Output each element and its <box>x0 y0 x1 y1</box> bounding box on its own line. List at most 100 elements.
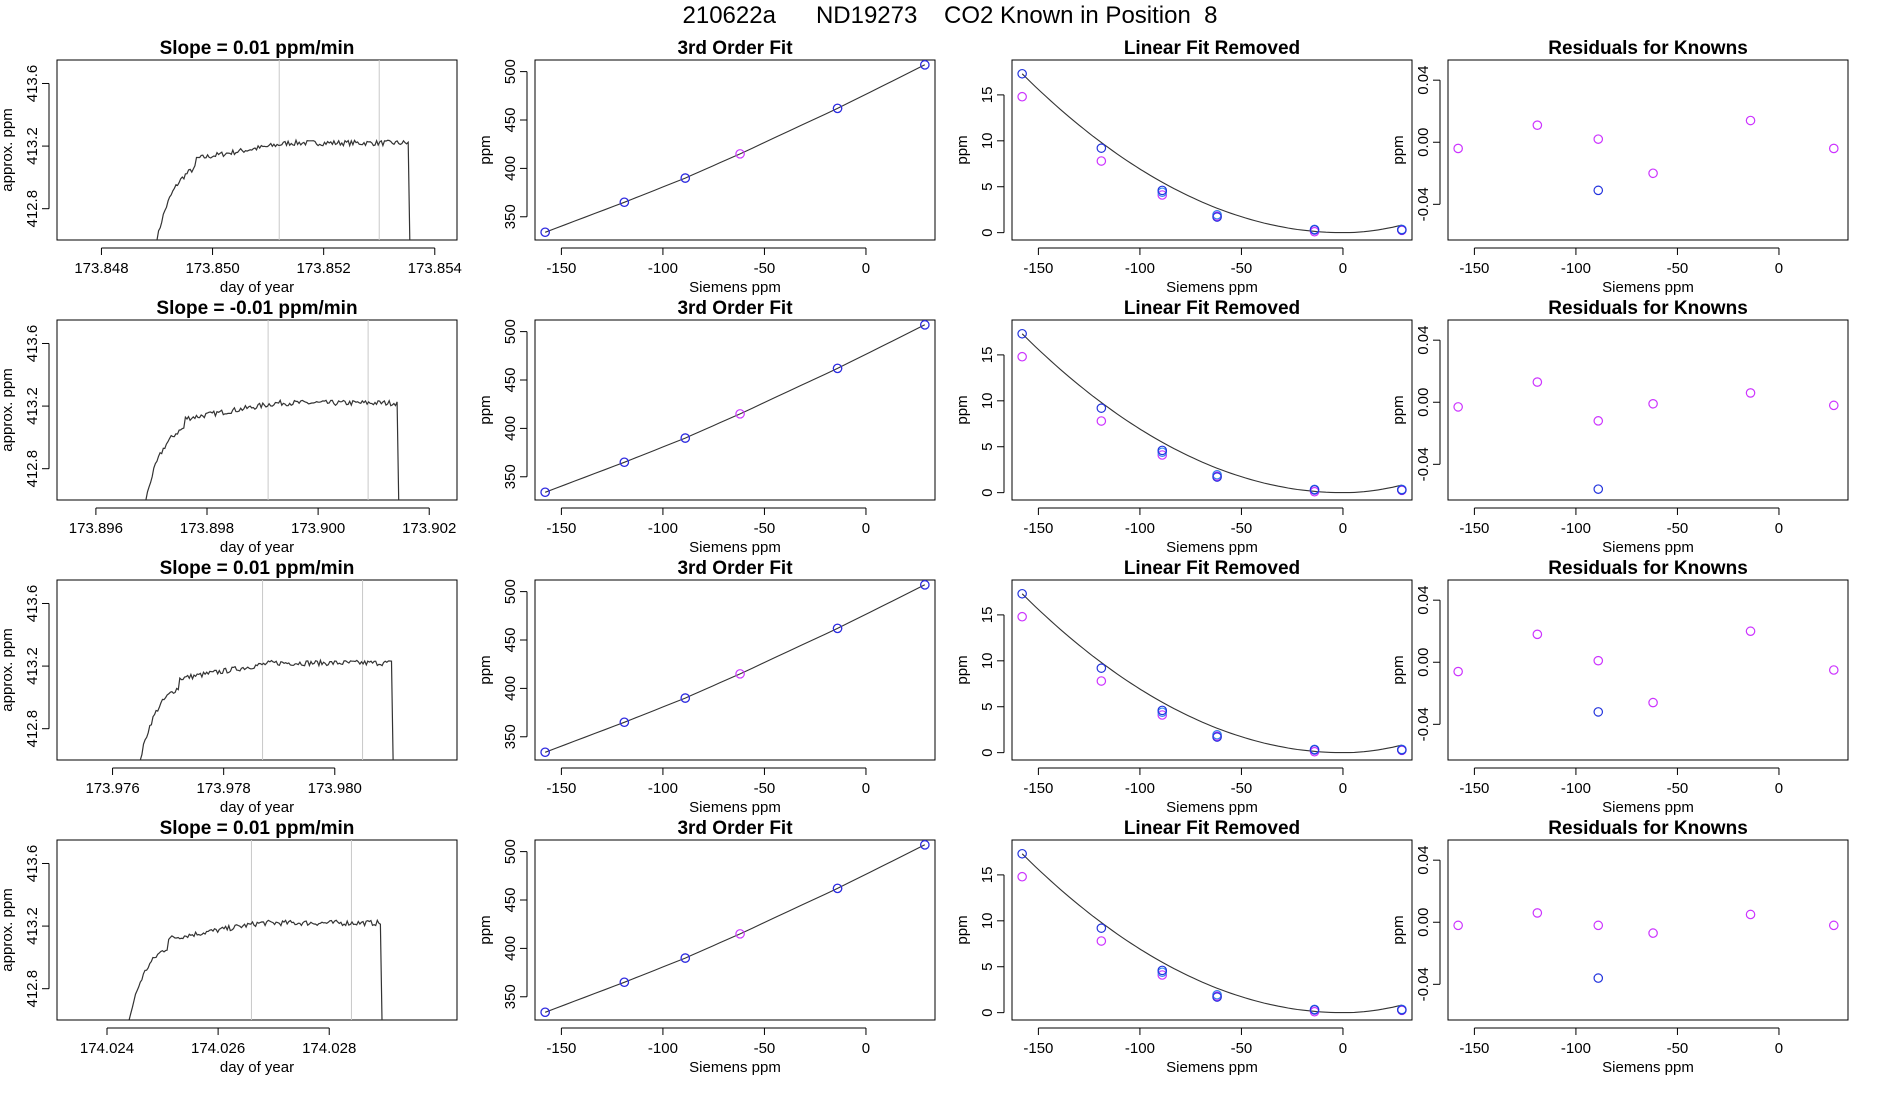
lin-r1-y-tick-label: 5 <box>979 183 996 191</box>
fit-r1-y-tick-label: 400 <box>502 156 519 181</box>
fit-r2-fit-curve <box>545 324 926 493</box>
ts-r4-y-tick-label: 413.6 <box>24 845 41 883</box>
lin-r4-y-tick-label: 0 <box>979 1008 996 1016</box>
res-r4-y-tick-label: 0.04 <box>1415 846 1432 875</box>
res-r4-x-tick-label: 0 <box>1775 1040 1783 1057</box>
fit-r3-y-label: ppm <box>477 655 494 684</box>
fit-r3-y-tick-label: 400 <box>502 676 519 701</box>
fit-r2-y-tick-label: 500 <box>502 319 519 344</box>
res-r1-point-magenta <box>1453 143 1463 154</box>
res-r4-x-tick-label: -150 <box>1459 1040 1489 1057</box>
res-r2-y-label: ppm <box>1390 395 1407 424</box>
res-r4-point-magenta <box>1745 909 1756 920</box>
lin-r1-y-tick-label: 15 <box>979 87 996 104</box>
lin-r2-point-blue <box>1017 328 1027 339</box>
lin-r4-point-blue <box>1017 848 1027 859</box>
res-r1-x-tick-label: -50 <box>1667 260 1689 277</box>
res-r4-y-tick-label: 0.00 <box>1415 908 1432 937</box>
fit-r4-y-tick-label: 450 <box>502 887 519 912</box>
ts-r4-frame <box>56 839 458 1021</box>
res-r3-y-tick-label: 0.00 <box>1415 648 1432 677</box>
lin-r1-y-tick-label: 0 <box>979 228 996 236</box>
fit-r1-x-tick-label: -50 <box>754 260 776 277</box>
res-r1-x-tick-label: 0 <box>1775 260 1783 277</box>
fit-r2-point-blue <box>540 487 550 498</box>
fit-r1-point-blue <box>680 173 691 183</box>
lin-r1-y-tick-label: 10 <box>979 132 996 149</box>
lin-r3-point-blue <box>1096 663 1107 673</box>
res-r1-point-magenta <box>1828 143 1839 154</box>
lin-r3-point-magenta <box>1017 611 1027 622</box>
lin-r2-x-tick-label: -150 <box>1023 520 1053 537</box>
fit-r3-x-tick-label: -50 <box>754 780 776 797</box>
ts-r3-title: Slope = 0.01 ppm/min <box>160 558 355 579</box>
res-r4-frame <box>1447 839 1849 1021</box>
page-title: 210622a ND19273 CO2 Known in Position 8 <box>682 2 1218 29</box>
lin-r1-point-blue <box>1397 225 1407 235</box>
fit-r2-point-blue <box>619 457 630 468</box>
fit-r3-x-tick-label: 0 <box>862 780 870 797</box>
res-r2-point-magenta <box>1648 398 1658 409</box>
lin-r1-x-tick-label: -100 <box>1125 260 1155 277</box>
res-r2-point-magenta <box>1453 402 1463 412</box>
lin-r2-point-magenta <box>1096 416 1107 426</box>
fit-r3-point-blue <box>540 747 550 758</box>
lin-r3-point-blue <box>1309 745 1320 755</box>
lin-r3-y-tick-label: 15 <box>979 607 996 624</box>
lin-r1-point-magenta <box>1017 91 1027 102</box>
fit-r2-x-label: Siemens ppm <box>689 539 781 556</box>
fit-r2-point-magenta <box>735 409 745 419</box>
lin-r4-title: Linear Fit Removed <box>1124 818 1300 839</box>
ts-r3-x-tick-label: 173.978 <box>197 780 251 797</box>
fit-r3-x-label: Siemens ppm <box>689 799 781 816</box>
fit-r2-y-label: ppm <box>477 395 494 424</box>
fit-r2-y-tick-label: 350 <box>502 464 519 489</box>
lin-r4-point-magenta <box>1017 871 1027 882</box>
fit-r2-x-tick-label: -150 <box>546 520 576 537</box>
lin-r4-point-blue <box>1157 965 1168 976</box>
fit-r1-x-tick-label: -100 <box>648 260 678 277</box>
res-r2-x-label: Siemens ppm <box>1602 539 1694 556</box>
ts-r2-x-label: day of year <box>220 539 294 556</box>
fit-r1-fit-curve <box>545 64 926 233</box>
ts-r2-x-tick-label: 173.900 <box>291 520 345 537</box>
fit-r2-title: 3rd Order Fit <box>677 298 793 319</box>
res-r3-x-tick-label: -150 <box>1459 780 1489 797</box>
lin-r3-x-tick-label: -50 <box>1231 780 1253 797</box>
fit-r1-point-magenta <box>735 149 745 159</box>
ts-r3-x-tick-label: 173.980 <box>308 780 362 797</box>
res-r2-title: Residuals for Knowns <box>1548 298 1748 319</box>
fit-r1-y-label: ppm <box>477 135 494 164</box>
lin-r2-y-tick-label: 5 <box>979 443 996 451</box>
ts-r3-trace <box>139 658 394 761</box>
lin-r3-frame <box>1011 579 1413 761</box>
lin-r4-point-blue <box>1096 923 1107 933</box>
fit-r3-y-tick-label: 500 <box>502 579 519 604</box>
ts-r1-y-tick-label: 413.6 <box>24 65 41 103</box>
fit-r1-y-tick-label: 450 <box>502 107 519 132</box>
lin-r3-point-magenta <box>1096 676 1107 686</box>
res-r4-x-tick-label: -100 <box>1561 1040 1591 1057</box>
lin-r2-y-tick-label: 10 <box>979 392 996 409</box>
fit-r4-title: 3rd Order Fit <box>677 818 793 839</box>
fit-r3-title: 3rd Order Fit <box>677 558 793 579</box>
lin-r4-y-tick-label: 15 <box>979 867 996 884</box>
lin-r4-y-tick-label: 10 <box>979 912 996 929</box>
fit-r3-y-tick-label: 450 <box>502 627 519 652</box>
res-r2-y-tick-label: 0.04 <box>1415 326 1432 355</box>
fit-r3-point-blue <box>920 580 930 590</box>
res-r1-x-label: Siemens ppm <box>1602 279 1694 296</box>
res-r3-point-magenta <box>1593 655 1604 666</box>
ts-r1-y-tick-label: 412.8 <box>24 190 41 228</box>
lin-r3-x-label: Siemens ppm <box>1166 799 1258 816</box>
res-r4-point-magenta <box>1453 920 1463 931</box>
ts-r1-frame <box>56 59 458 241</box>
res-r1-x-tick-label: -150 <box>1459 260 1489 277</box>
ts-r3-y-label: approx. ppm <box>0 628 16 711</box>
fit-r1-point-blue <box>540 227 550 238</box>
fit-r4-point-blue <box>619 977 630 988</box>
lin-r4-x-tick-label: -50 <box>1231 1040 1253 1057</box>
res-r4-x-tick-label: -50 <box>1667 1040 1689 1057</box>
lin-r1-point-blue <box>1212 212 1222 222</box>
lin-r1-x-label: Siemens ppm <box>1166 279 1258 296</box>
